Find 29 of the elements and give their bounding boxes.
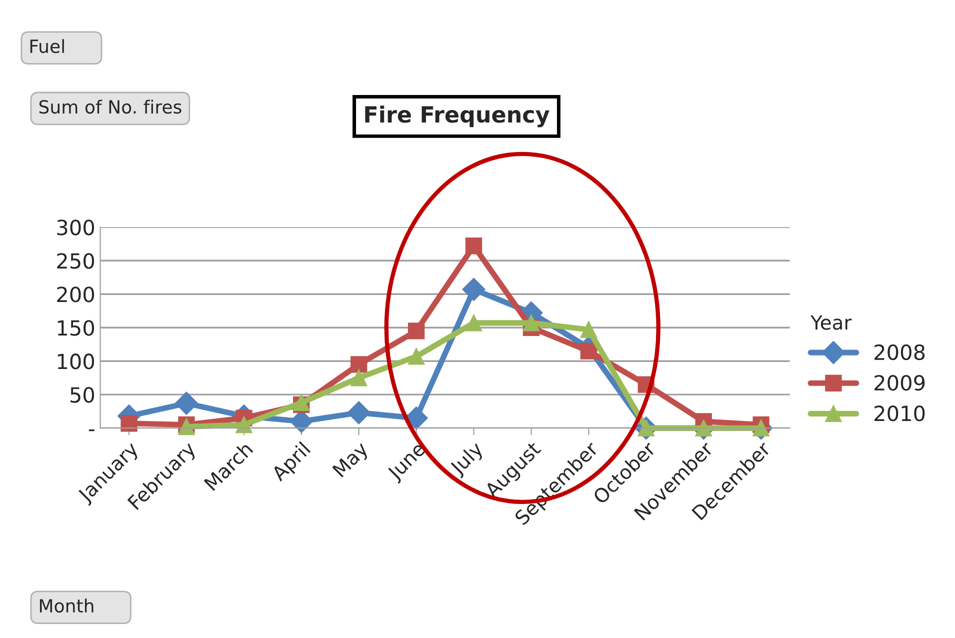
legend-label: 2009	[874, 374, 925, 391]
point	[408, 322, 425, 340]
legend-label: 2010	[874, 406, 925, 422]
point	[522, 314, 540, 332]
point	[350, 356, 368, 373]
text: Month	[40, 598, 94, 613]
point	[465, 238, 482, 254]
y-tick-label: 200	[57, 286, 94, 302]
point	[350, 370, 368, 386]
legend-label: 2008	[874, 344, 925, 360]
point	[347, 401, 370, 424]
point	[408, 348, 425, 365]
y-tick-label: 250	[57, 253, 94, 269]
y-tick-label: 50	[70, 387, 94, 403]
point	[462, 278, 486, 301]
y-tick-label: 100	[58, 354, 94, 370]
text: Sum of No. fires	[39, 100, 182, 114]
point	[695, 420, 712, 436]
point	[580, 321, 598, 338]
point	[174, 392, 198, 415]
text: Fuel	[30, 39, 64, 54]
point	[236, 416, 252, 434]
chart-title: Fire Frequency	[365, 106, 550, 128]
y-tick-label: 150	[58, 320, 94, 336]
point	[465, 314, 482, 332]
point	[120, 415, 138, 432]
legend-title: Year	[810, 315, 852, 330]
y-tick-label: -	[88, 429, 94, 432]
y-tick-label: 300	[57, 220, 94, 236]
